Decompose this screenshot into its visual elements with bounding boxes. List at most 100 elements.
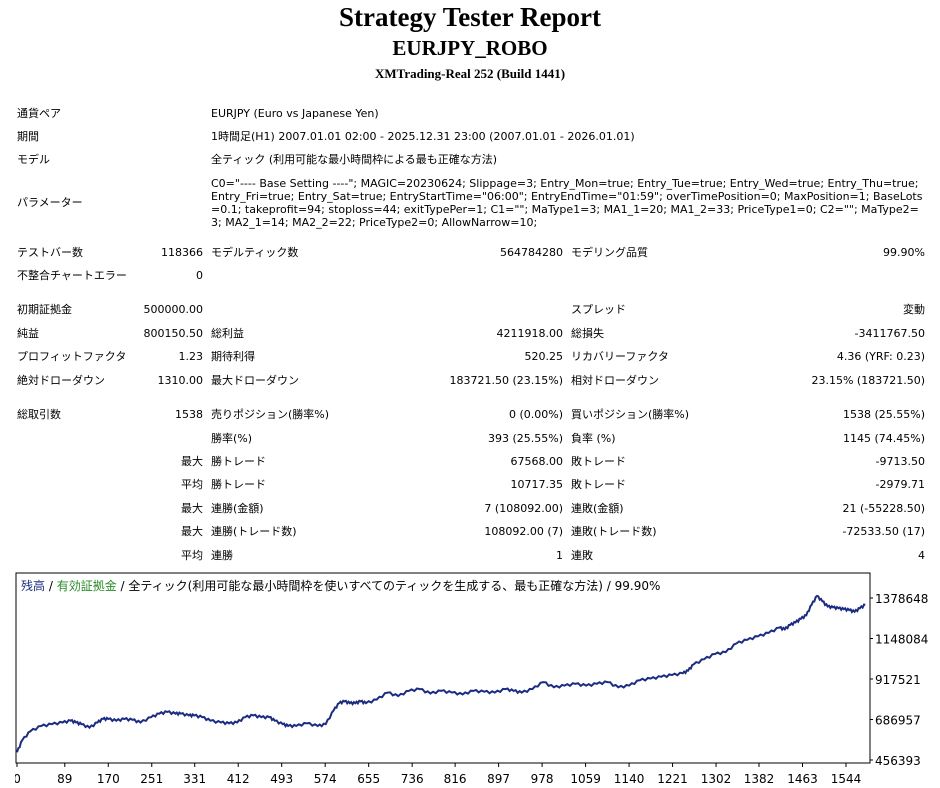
legend-equity: 有効証拠金: [57, 578, 117, 593]
x-tick-label: 1059: [570, 772, 601, 786]
report-symbol: EURJPY_ROBO: [392, 36, 548, 60]
winrate-value: 393 (25.55%): [487, 432, 563, 445]
x-tick-label: 1544: [831, 772, 862, 786]
x-tick-label: 89: [57, 772, 72, 786]
max-dd-value: 183721.50 (23.15%): [449, 374, 563, 387]
profit-factor-value: 1.23: [178, 350, 204, 363]
average-profit-label: 勝トレード: [211, 478, 266, 491]
deposit-label: 初期証拠金: [17, 303, 72, 316]
average-label: 平均: [181, 478, 203, 491]
spread-label: スプレッド: [571, 303, 626, 316]
legend-model: 全ティック(利用可能な最小時間枠を使いすべてのティックを生成する、最も正確な方法…: [128, 578, 660, 593]
avg-consec-losses-value: 4: [918, 549, 925, 562]
x-tick-label: 574: [314, 772, 337, 786]
y-axis: 1378648 1148084 917521 686957 456393: [870, 592, 928, 768]
quality-value: 99.90%: [883, 246, 925, 259]
x-tick-label: 251: [140, 772, 163, 786]
trades-value: 1538: [175, 408, 203, 421]
largest-loss-label: 敗トレード: [571, 455, 626, 468]
x-tick-label: 412: [227, 772, 250, 786]
y-tick-label: 456393: [875, 754, 921, 768]
model-label: モデル: [17, 153, 50, 166]
balance-chart: 残高 / 有効証拠金 / 全ティック(利用可能な最小時間枠を使いすべてのティック…: [15, 572, 928, 786]
abs-dd-value: 1310.00: [157, 374, 204, 387]
recovery-value: 4.36 (YRF: 0.23): [836, 350, 925, 363]
x-tick-label: 655: [357, 772, 380, 786]
bars-label: テストバー数: [17, 246, 83, 259]
max-consec-profit-label: 連勝(トレード数): [211, 525, 297, 538]
largest-label-2: 最大: [181, 502, 203, 515]
report-title: Strategy Tester Report: [339, 2, 601, 32]
x-tick-label: 1382: [744, 772, 775, 786]
x-tick-label: 493: [270, 772, 293, 786]
max-consec-loss-value: -72533.50 (17): [842, 525, 925, 538]
x-tick-label: 1302: [701, 772, 732, 786]
max-consec-loss-label: 連敗(トレード数): [571, 525, 657, 538]
y-tick-label: 917521: [875, 673, 921, 687]
x-tick-label: 736: [401, 772, 424, 786]
model-value: 全ティック (利用可能な最小時間枠による最も正確な方法): [211, 153, 498, 166]
net-value: 800150.50: [143, 327, 204, 340]
average-label-2: 平均: [181, 549, 203, 562]
y-tick-label: 1148084: [875, 633, 928, 647]
short-value: 0 (0.00%): [508, 408, 563, 421]
mismatch-value: 0: [196, 269, 203, 282]
x-tick-label: 170: [97, 772, 120, 786]
payoff-value: 520.25: [524, 350, 564, 363]
x-tick-label: 331: [183, 772, 206, 786]
mismatch-label: 不整合チャートエラー: [17, 269, 127, 282]
parameters-label: パラメーター: [17, 196, 83, 209]
legend-balance: 残高: [21, 578, 45, 593]
max-consec-profit-value: 108092.00 (7): [484, 525, 563, 538]
x-tick-label: 897: [487, 772, 510, 786]
largest-label-3: 最大: [181, 525, 203, 538]
ticks-value: 564784280: [500, 246, 563, 259]
avg-consec-wins-label: 連勝: [211, 549, 233, 562]
spread-value: 変動: [903, 303, 925, 316]
symbol-label: 通貨ペア: [17, 107, 61, 120]
y-tick-label: 686957: [875, 713, 921, 727]
short-label: 売りポジション(勝率%): [211, 408, 330, 421]
payoff-label: 期待利得: [211, 350, 255, 363]
x-axis: 0 89 170 251 331 412 493 574 655 736 816 897 978 1059…: [15, 763, 861, 786]
net-label: 純益: [17, 327, 39, 340]
avg-consec-wins-value: 1: [556, 549, 563, 562]
largest-profit-label: 勝トレード: [211, 455, 266, 468]
average-loss-value: -2979.71: [875, 478, 925, 491]
average-profit-value: 10717.35: [510, 478, 564, 491]
gross-loss-label: 総損失: [571, 327, 604, 340]
winrate-label: 勝率(%): [211, 432, 253, 445]
period-value: 1時間足(H1) 2007.01.01 02:00 - 2025.12.31 2…: [211, 130, 635, 143]
symbol-value: EURJPY (Euro vs Japanese Yen): [211, 107, 379, 120]
plot-frame: [15, 572, 871, 764]
long-value: 1538 (25.55%): [842, 408, 925, 421]
bars-value: 118366: [161, 246, 203, 259]
gross-profit-label: 総利益: [211, 327, 244, 340]
average-loss-label: 敗トレード: [571, 478, 626, 491]
gross-profit-value: 4211918.00: [496, 327, 563, 340]
y-tick-label: 1378648: [875, 592, 928, 606]
x-tick-label: 816: [444, 772, 467, 786]
legend: 残高 / 有効証拠金 / 全ティック(利用可能な最小時間枠を使いすべてのティック…: [21, 578, 660, 593]
gross-loss-value: -3411767.50: [854, 327, 925, 340]
trades-label: 総取引数: [17, 408, 61, 421]
rel-dd-value: 23.15% (183721.50): [811, 374, 925, 387]
rel-dd-label: 相対ドローダウン: [571, 374, 659, 387]
lossrate-label: 負率 (%): [571, 432, 616, 445]
max-consec-losses-value: 21 (-55228.50): [842, 502, 925, 515]
x-tick-label: 1221: [657, 772, 688, 786]
max-consec-losses-label: 連敗(金額): [571, 502, 624, 515]
deposit-value: 500000.00: [143, 303, 204, 316]
abs-dd-label: 絶対ドローダウン: [17, 374, 105, 387]
recovery-label: リカバリーファクタ: [571, 350, 669, 363]
quality-label: モデリング品質: [571, 246, 648, 259]
avg-consec-losses-label: 連敗: [571, 549, 593, 562]
max-consec-wins-label: 連勝(金額): [211, 502, 264, 515]
max-dd-label: 最大ドローダウン: [211, 374, 299, 387]
largest-profit-value: 67568.00: [510, 455, 564, 468]
x-tick-label: 0: [15, 772, 21, 786]
legend-sep-2: /: [117, 579, 129, 593]
max-consec-wins-value: 7 (108092.00): [484, 502, 563, 515]
long-label: 買いポジション(勝率%): [571, 408, 690, 421]
largest-label: 最大: [181, 455, 203, 468]
